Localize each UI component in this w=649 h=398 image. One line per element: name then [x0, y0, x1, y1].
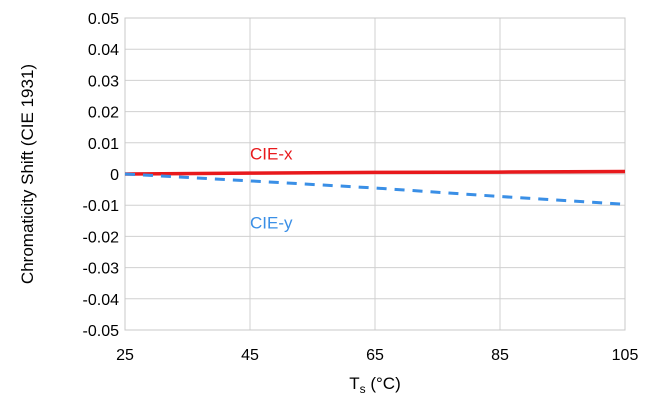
x-tick-label: 45 [241, 347, 259, 364]
y-tick-label: -0.04 [83, 292, 120, 309]
y-tick-label: 0.01 [88, 136, 119, 153]
x-tick-labels: 25 45 65 85 105 [116, 347, 638, 364]
y-axis-label: Chromaticity Shift (CIE 1931) [18, 64, 37, 284]
x-axis-label-main: T [349, 374, 359, 393]
x-tick-label: 65 [366, 347, 384, 364]
series-layer [124, 169, 626, 206]
x-tick-label: 25 [116, 347, 134, 364]
y-tick-label: 0.03 [88, 73, 119, 90]
x-axis-label-unit: (°C) [366, 374, 401, 393]
series-label-cie-y: CIE-y [250, 213, 293, 232]
series-label-cie-x: CIE-x [250, 145, 293, 164]
y-tick-label: 0.05 [88, 11, 119, 28]
y-tick-labels: 0.05 0.04 0.03 0.02 0.01 0 -0.01 -0.02 -0.03 -0.0… [83, 11, 120, 340]
series-annotations: CIE-x CIE-y [250, 145, 293, 233]
x-tick-label: 105 [612, 347, 639, 364]
y-tick-label: -0.03 [83, 261, 120, 278]
y-tick-label: 0.02 [88, 105, 119, 122]
y-tick-label: 0.04 [88, 42, 119, 59]
y-tick-label: -0.01 [83, 198, 120, 215]
x-axis-label-subscript: s [360, 382, 366, 396]
series-line-cie-y [124, 172, 626, 206]
x-axis-label: Ts (°C) [349, 374, 401, 396]
y-tick-label: -0.05 [83, 323, 120, 340]
y-tick-label: -0.02 [83, 229, 120, 246]
series-line-cie-x [124, 169, 626, 176]
y-tick-label: 0 [110, 167, 119, 184]
x-tick-label: 85 [491, 347, 509, 364]
